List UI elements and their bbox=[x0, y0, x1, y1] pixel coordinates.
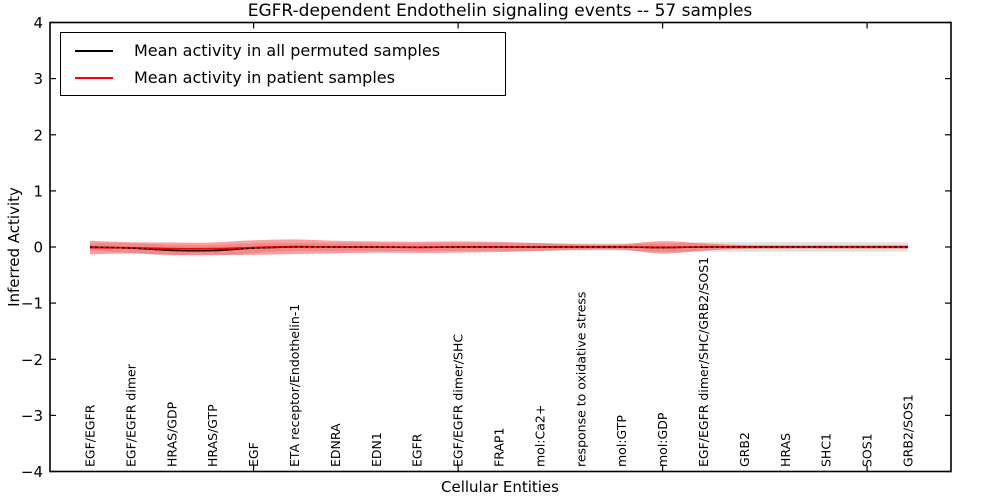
y-tick-label: −3 bbox=[21, 407, 43, 425]
patient-mean-line bbox=[89, 245, 908, 250]
legend-label-permuted: Mean activity in all permuted samples bbox=[134, 41, 441, 60]
x-category-label: HRAS bbox=[778, 433, 793, 467]
x-category-label: EGF/EGFR dimer/SHC/GRB2/SOS1 bbox=[696, 257, 711, 467]
y-tick-label: 4 bbox=[33, 14, 43, 32]
x-category-label: EDN1 bbox=[369, 432, 384, 467]
x-category-label: mol:GDP bbox=[655, 412, 670, 467]
x-category-label: response to oxidative stress bbox=[573, 292, 588, 467]
legend-box: Mean activity in all permuted samples Me… bbox=[60, 32, 506, 96]
legend-label-patient: Mean activity in patient samples bbox=[134, 68, 395, 87]
black-line-swatch bbox=[75, 49, 113, 52]
x-category-label: EGFR bbox=[410, 433, 425, 467]
y-tick-label: −4 bbox=[21, 463, 43, 481]
legend-item-patient: Mean activity in patient samples bbox=[61, 68, 505, 87]
x-category-label: ETA receptor/Endothelin-1 bbox=[287, 304, 302, 467]
x-axis-title: Cellular Entities bbox=[441, 478, 559, 496]
x-category-label: SHC1 bbox=[819, 433, 834, 467]
x-category-label: EGF bbox=[246, 442, 261, 467]
x-category-label: SOS1 bbox=[860, 433, 875, 467]
legend-item-permuted: Mean activity in all permuted samples bbox=[61, 41, 505, 60]
y-axis-title: Inferred Activity bbox=[5, 187, 23, 307]
x-category-label: EGF/EGFR bbox=[83, 404, 98, 467]
red-line-swatch bbox=[75, 76, 113, 79]
chart-title: EGFR-dependent Endothelin signaling even… bbox=[247, 1, 753, 21]
x-category-label: HRAS/GDP bbox=[164, 401, 179, 467]
y-tick-label: 3 bbox=[33, 70, 43, 88]
y-tick-label: −2 bbox=[21, 351, 43, 369]
permuted-std-band bbox=[90, 242, 908, 257]
x-category-label: HRAS/GTP bbox=[205, 404, 220, 467]
x-category-label: FRAP1 bbox=[492, 428, 507, 467]
x-category-label: EGF/EGFR dimer/SHC bbox=[451, 334, 466, 467]
y-tick-label: 0 bbox=[33, 239, 43, 257]
x-category-label: GRB2/SOS1 bbox=[901, 394, 916, 467]
y-tick-label: 2 bbox=[33, 126, 43, 144]
x-category-label: EDNRA bbox=[328, 423, 343, 467]
x-category-label: mol:Ca2+ bbox=[532, 405, 547, 467]
x-category-label: mol:GTP bbox=[614, 415, 629, 467]
x-category-label: EGF/EGFR dimer bbox=[123, 363, 138, 467]
x-category-label: GRB2 bbox=[737, 432, 752, 467]
y-tick-label: −1 bbox=[21, 295, 43, 313]
y-tick-label: 1 bbox=[33, 182, 43, 200]
